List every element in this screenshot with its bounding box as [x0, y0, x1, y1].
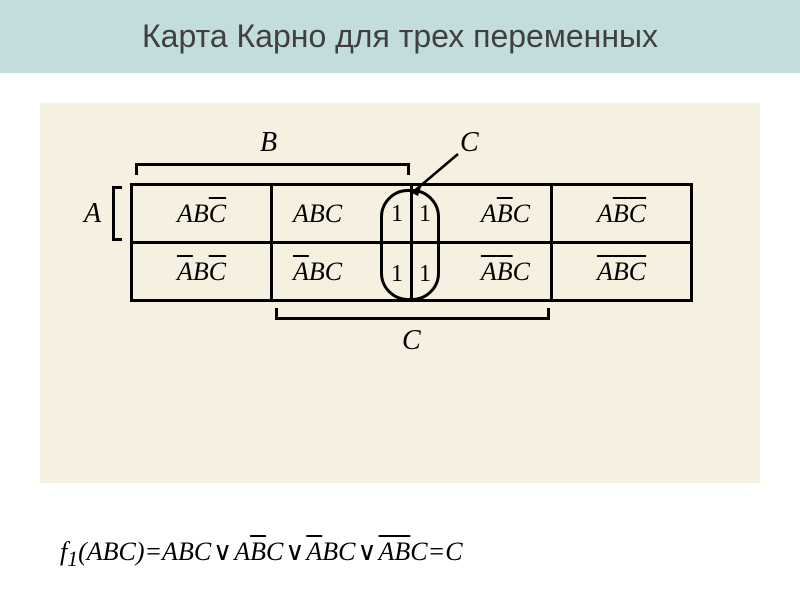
kmap-table: ABC ABC ABC ABC ABC ABC ABC ABC	[130, 183, 693, 302]
label-b: B	[260, 127, 277, 159]
cell-r0c0: ABC	[132, 185, 272, 243]
label-c-top: C	[460, 127, 479, 159]
one-tr: 1	[419, 201, 431, 228]
one-bl: 1	[391, 261, 403, 288]
cell-r1c2: ABC	[412, 243, 552, 301]
bracket-b	[135, 163, 410, 175]
one-br: 1	[419, 261, 431, 288]
label-c-bottom: C	[402, 325, 421, 357]
karnaugh-diagram: B C A C 1 1 1 1 ABC ABC ABC ABC ABC ABC …	[40, 103, 760, 483]
table-row: ABC ABC ABC ABC	[132, 243, 692, 301]
title-bar: Карта Карно для трех переменных	[0, 0, 800, 73]
bracket-c-bottom	[275, 308, 550, 320]
cell-r0c3: ABC	[552, 185, 692, 243]
cell-r1c3: ABC	[552, 243, 692, 301]
label-a: A	[84, 198, 101, 230]
formula: f1(ABC)=ABC∨ABC∨ABC∨ABC=C	[60, 537, 463, 572]
bracket-a	[112, 186, 122, 241]
title-text: Карта Карно для трех переменных	[142, 18, 658, 54]
one-tl: 1	[391, 201, 403, 228]
table-row: ABC ABC ABC ABC	[132, 185, 692, 243]
cell-r1c0: ABC	[132, 243, 272, 301]
cell-r0c2: ABC	[412, 185, 552, 243]
